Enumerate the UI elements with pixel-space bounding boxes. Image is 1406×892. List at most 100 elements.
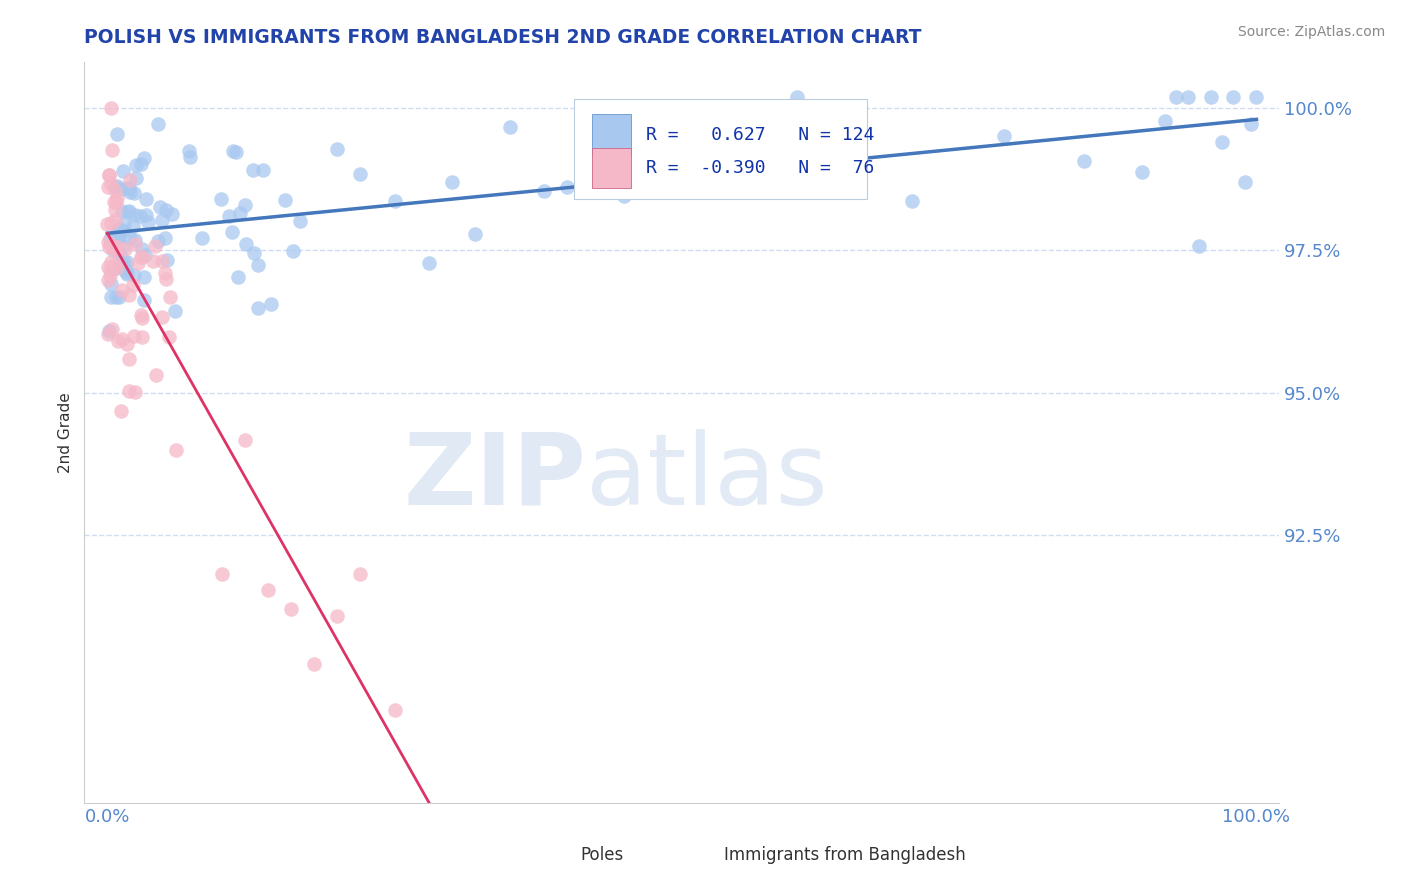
Point <box>108 290 131 304</box>
Point <box>498 120 520 134</box>
Point <box>900 841 922 855</box>
Point <box>115 267 138 281</box>
Point <box>97 260 120 275</box>
Point <box>243 246 266 260</box>
Point <box>160 207 183 221</box>
Point <box>384 194 406 208</box>
Point <box>104 228 127 243</box>
Point <box>110 247 132 261</box>
Point <box>124 268 146 282</box>
Point <box>117 255 139 269</box>
Point <box>125 158 148 172</box>
Point <box>100 290 122 304</box>
Point <box>177 145 200 159</box>
Point <box>226 270 249 285</box>
Point <box>156 252 179 267</box>
Point <box>326 609 349 624</box>
Point <box>124 208 146 222</box>
Point <box>134 270 156 285</box>
Point <box>786 89 808 103</box>
Point <box>349 566 371 581</box>
Point <box>98 324 121 338</box>
Point <box>218 210 240 224</box>
Point <box>131 242 153 256</box>
Point <box>252 163 274 178</box>
Point <box>122 186 145 201</box>
Point <box>129 250 152 264</box>
Point <box>97 273 120 287</box>
Point <box>101 239 124 253</box>
Point <box>107 231 129 245</box>
Point <box>155 203 177 218</box>
Point <box>118 352 141 367</box>
Point <box>124 329 146 343</box>
Point <box>671 841 693 855</box>
Point <box>97 168 120 182</box>
Point <box>104 180 127 194</box>
Point <box>111 332 134 346</box>
Point <box>98 263 121 277</box>
Point <box>104 257 127 271</box>
Point <box>135 209 157 223</box>
Point <box>384 703 406 717</box>
Point <box>97 180 120 194</box>
Text: ZIP: ZIP <box>404 428 586 525</box>
Point <box>118 288 141 302</box>
Point <box>1233 174 1256 188</box>
Point <box>105 179 128 194</box>
Bar <box>538 840 572 870</box>
Point <box>145 368 167 382</box>
Point <box>993 128 1015 143</box>
Point <box>290 213 312 227</box>
Point <box>533 184 555 198</box>
Point <box>132 151 155 165</box>
Point <box>112 260 135 275</box>
Point <box>122 219 145 234</box>
Point <box>179 150 201 164</box>
Point <box>844 841 866 855</box>
Point <box>100 101 122 115</box>
Point <box>1073 154 1095 169</box>
Y-axis label: 2nd Grade: 2nd Grade <box>58 392 73 473</box>
Point <box>97 169 120 183</box>
Point <box>100 238 122 252</box>
Point <box>100 177 122 191</box>
Point <box>124 237 146 252</box>
Point <box>127 255 149 269</box>
Point <box>148 201 170 215</box>
Point <box>134 248 156 262</box>
Text: Immigrants from Bangladesh: Immigrants from Bangladesh <box>724 846 966 863</box>
Point <box>153 231 176 245</box>
Point <box>349 168 371 182</box>
Point <box>900 194 922 208</box>
Point <box>104 203 127 218</box>
Point <box>105 261 128 276</box>
Point <box>112 224 135 238</box>
Point <box>111 258 134 272</box>
Text: R =   0.627   N = 124: R = 0.627 N = 124 <box>647 126 875 144</box>
Point <box>131 311 153 326</box>
Point <box>124 233 146 247</box>
Point <box>191 231 214 245</box>
Point <box>728 841 751 855</box>
Point <box>111 260 134 275</box>
Point <box>101 244 124 258</box>
Point <box>136 215 159 229</box>
Point <box>1246 89 1268 103</box>
Bar <box>592 114 630 155</box>
Point <box>98 232 121 246</box>
Point <box>281 244 304 259</box>
Point <box>112 255 135 269</box>
Point <box>274 194 297 208</box>
Point <box>1240 117 1263 131</box>
Point <box>111 203 134 218</box>
Point <box>118 181 141 195</box>
Point <box>242 163 264 178</box>
Point <box>107 246 129 260</box>
Point <box>107 334 129 348</box>
Point <box>326 142 349 156</box>
Point <box>157 330 180 344</box>
Point <box>115 336 138 351</box>
Point <box>107 223 129 237</box>
Point <box>110 403 132 417</box>
